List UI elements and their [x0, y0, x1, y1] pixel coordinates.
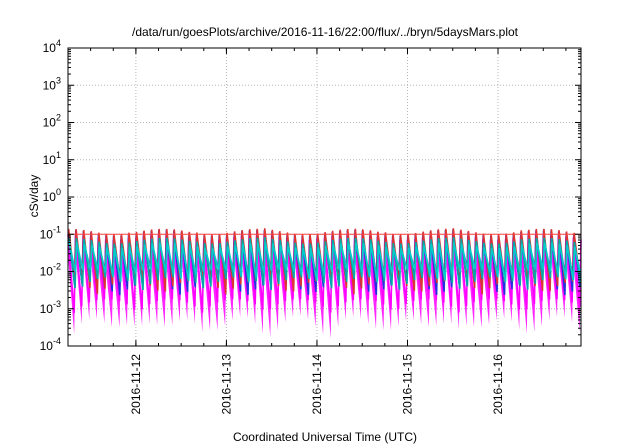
y-tick-label: 102 — [43, 113, 61, 130]
series-group — [67, 228, 582, 339]
x-tick-label: 2016-11-15 — [400, 354, 414, 415]
x-tick-label: 2016-11-13 — [219, 354, 233, 415]
y-tick-label: 103 — [43, 75, 61, 92]
y-tick-label: 101 — [43, 150, 61, 167]
chart-title: /data/run/goesPlots/archive/2016-11-16/2… — [132, 25, 519, 39]
y-tick-label: 10-2 — [40, 262, 61, 279]
y-tick-label: 10-1 — [40, 224, 61, 241]
x-tick-label: 2016-11-12 — [129, 354, 143, 415]
y-tick-label: 104 — [43, 38, 61, 55]
x-axis-label: Coordinated Universal Time (UTC) — [233, 430, 417, 444]
y-tick-label: 10-3 — [40, 299, 61, 316]
x-tick-labels: 2016-11-12 2016-11-13 2016-11-14 2016-11-15… — [129, 354, 505, 415]
y-tick-label: 10-4 — [40, 336, 61, 353]
series-line — [68, 241, 582, 283]
x-tick-label: 2016-11-14 — [310, 354, 324, 415]
y-tick-label: 100 — [43, 187, 61, 204]
x-tick-label: 2016-11-16 — [491, 354, 505, 415]
y-tick-labels: 10-4 10-3 10-2 10-1 100 101 102 103 104 — [40, 38, 61, 353]
y-axis-label: cSv/day — [27, 175, 41, 218]
axis-ticks — [67, 47, 581, 347]
